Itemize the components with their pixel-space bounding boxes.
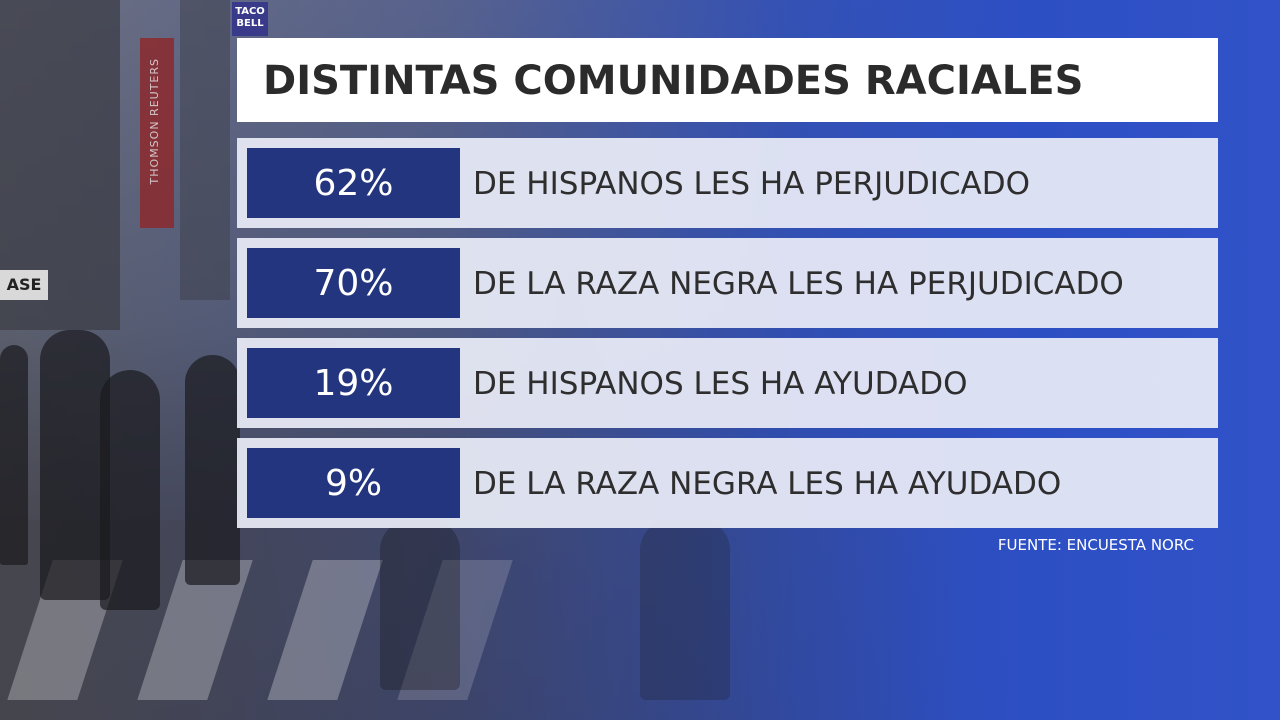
pedestrian [380, 520, 460, 690]
stat-percent-badge: 62% [247, 148, 460, 218]
pedestrian [100, 370, 160, 610]
building-middle [180, 0, 230, 300]
storefront-sign: ASE [0, 270, 48, 300]
pedestrian [0, 345, 28, 565]
stat-description: DE HISPANOS LES HA PERJUDICADO [473, 166, 1031, 202]
stat-description: DE LA RAZA NEGRA LES HA AYUDADO [473, 466, 1062, 502]
page-title: DISTINTAS COMUNIDADES RACIALES [263, 58, 1084, 104]
stat-percent-badge: 9% [247, 448, 460, 518]
crosswalk-stripe [267, 560, 383, 700]
stat-row: 62% DE HISPANOS LES HA PERJUDICADO [237, 138, 1218, 228]
stat-row: 70% DE LA RAZA NEGRA LES HA PERJUDICADO [237, 238, 1218, 328]
reuters-sign: THOMSON REUTERS [140, 38, 174, 228]
stat-description: DE HISPANOS LES HA AYUDADO [473, 366, 968, 402]
stat-row: 9% DE LA RAZA NEGRA LES HA AYUDADO [237, 438, 1218, 528]
stat-description: DE LA RAZA NEGRA LES HA PERJUDICADO [473, 266, 1124, 302]
pedestrian [40, 330, 110, 600]
source-caption: FUENTE: ENCUESTA NORC [997, 536, 1194, 554]
stat-percent-badge: 19% [247, 348, 460, 418]
reuters-sign-text: THOMSON REUTERS [148, 58, 161, 185]
title-banner: DISTINTAS COMUNIDADES RACIALES [237, 38, 1218, 122]
stat-row: 19% DE HISPANOS LES HA AYUDADO [237, 338, 1218, 428]
pedestrian [640, 520, 730, 700]
pedestrian [185, 355, 240, 585]
stat-percent-badge: 70% [247, 248, 460, 318]
taco-bell-sign: TACO BELL [232, 2, 268, 36]
